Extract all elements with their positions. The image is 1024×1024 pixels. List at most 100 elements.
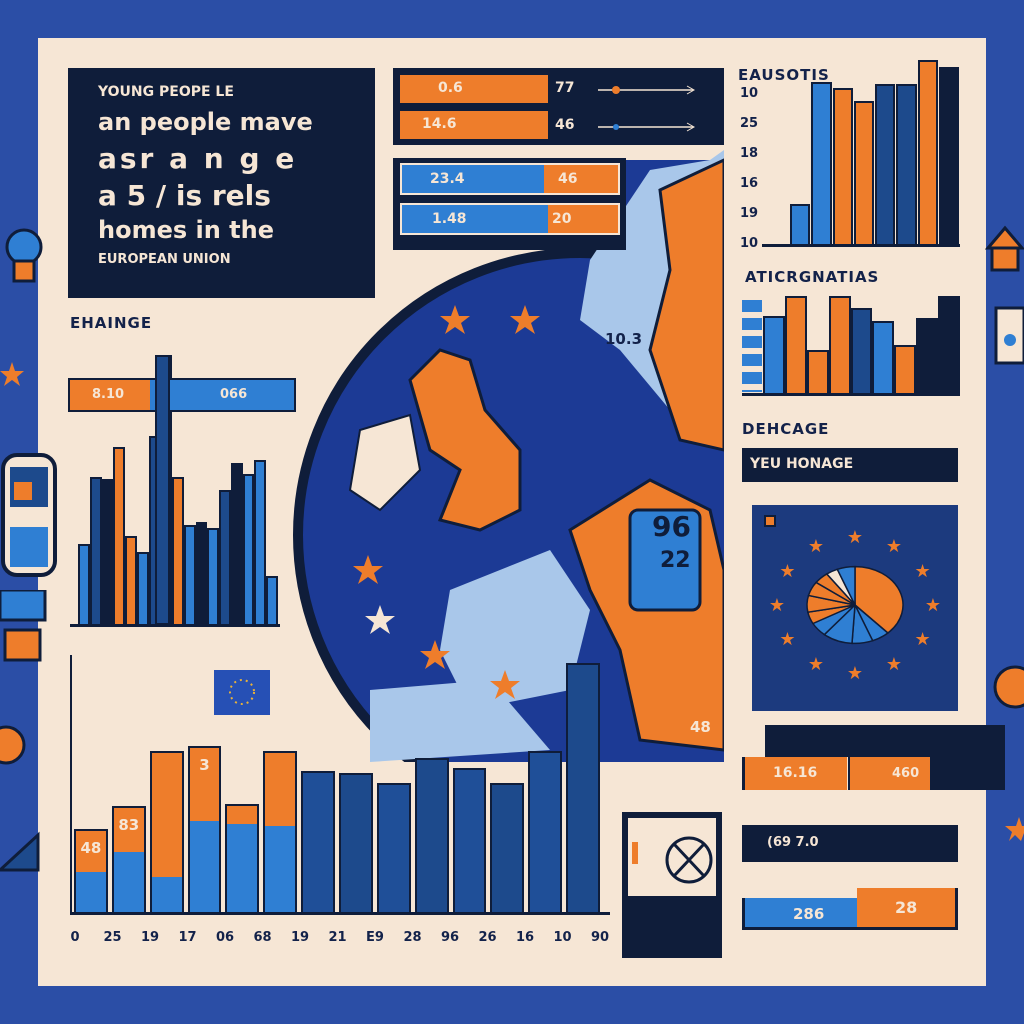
star-icon: ★ — [886, 536, 902, 557]
bottom-chart-x-axis — [70, 912, 610, 915]
x-tick-label: 19 — [290, 930, 310, 945]
bar — [896, 84, 917, 245]
title-line: a 5 / is rels — [98, 179, 271, 212]
bar — [101, 479, 114, 625]
star-icon: ★ — [914, 629, 930, 650]
stacked-bar: 83 — [111, 806, 146, 912]
map-label: 48 — [690, 718, 711, 736]
house-icon — [985, 225, 1024, 272]
right-section-label: DEHCAGE — [742, 420, 830, 438]
bar — [853, 100, 874, 245]
europe-map — [293, 150, 724, 762]
stat-value: 77 — [555, 80, 575, 96]
bar-segment-blue — [76, 871, 106, 912]
star-icon: ★ — [847, 663, 863, 684]
left-chart-pole — [155, 355, 170, 625]
bar — [938, 67, 959, 245]
bar — [875, 84, 896, 245]
x-tick-label: 68 — [253, 930, 272, 945]
bar — [254, 460, 267, 625]
bottom-bar-chart: 48 83 3 — [72, 660, 602, 912]
star-icon: ★ — [925, 595, 941, 616]
star-icon — [0, 362, 24, 386]
bar — [828, 296, 851, 394]
chart2-legend — [742, 300, 762, 392]
x-tick-label: 0 — [70, 930, 80, 945]
bar — [917, 60, 938, 245]
top-stats-box: 0.6 77 14.6 46 — [393, 68, 724, 145]
bar-segment-blue — [227, 823, 258, 912]
left-section-label: EHAINGE — [70, 314, 153, 332]
y-tick-label: 16 — [740, 176, 759, 191]
stacked-bar — [490, 783, 525, 912]
y-tick-label: 18 — [740, 146, 759, 161]
map-label: 96 — [652, 510, 691, 543]
bar — [811, 82, 832, 245]
stat-bar: 14.6 — [400, 111, 548, 139]
pie-slice — [836, 565, 856, 606]
star-icon: ★ — [779, 629, 795, 650]
stacked-bar: 3 — [187, 745, 222, 912]
arrow-icon — [598, 122, 696, 132]
title-line: homes in the — [98, 216, 275, 244]
x-tick-label: 21 — [328, 930, 347, 945]
lightbulb-icon — [5, 228, 43, 283]
banner-right: 066 — [150, 380, 294, 410]
bar-segment-blue — [265, 826, 296, 912]
ballot-box — [622, 812, 722, 958]
stacked-bar — [339, 773, 373, 912]
coin-icon-right — [993, 665, 1024, 709]
star-icon: ★ — [847, 527, 863, 548]
bar — [207, 527, 220, 625]
x-tick-label: 90 — [590, 930, 610, 945]
bar — [242, 473, 255, 625]
pie-slice — [854, 565, 904, 634]
stat-bar-bottom: (69 7.0 — [742, 825, 958, 862]
car-icon — [0, 590, 47, 662]
star-icon: ★ — [779, 561, 795, 582]
star-icon: ★ — [886, 654, 902, 675]
title-line: an people mave — [98, 108, 313, 136]
x-tick-label: 17 — [178, 930, 197, 945]
left-chart-axis — [70, 624, 280, 627]
star-icon: ★ — [769, 595, 785, 616]
stat-end — [930, 757, 1005, 790]
stacked-bar — [528, 750, 563, 912]
stacked-bar — [149, 750, 184, 912]
stacked-bar: 48 — [74, 828, 108, 912]
bar — [89, 476, 102, 625]
chart1-title: EAUSOTIS — [738, 66, 830, 84]
coin-icon — [0, 725, 26, 765]
bar — [806, 349, 829, 394]
pair-blue: 1.48 — [402, 205, 548, 233]
star-icon: ★ — [808, 536, 824, 557]
bottom-chart-ticks: 0 25 19 17 06 68 19 21 E9 28 96 26 16 10 90 — [0, 930, 620, 950]
stat-right: 460 — [848, 757, 930, 790]
bar — [790, 204, 811, 245]
x-tick-label: 10 — [553, 930, 572, 945]
bar — [78, 544, 90, 625]
map-label: 22 — [660, 548, 691, 573]
stacked-bar — [566, 662, 600, 912]
bar — [136, 552, 149, 625]
banner-left: 8.10 — [70, 380, 150, 410]
x-tick-label: 28 — [403, 930, 422, 945]
pair-row: 1.48 20 — [400, 203, 620, 235]
arrow-icon — [598, 85, 696, 95]
star-icon: ★ — [914, 561, 930, 582]
x-tick-label: 06 — [215, 930, 235, 945]
stat-header — [765, 725, 1005, 757]
bar-segment-blue — [189, 821, 220, 912]
map-stars — [353, 305, 540, 699]
bar — [784, 296, 807, 394]
stacked-bar — [452, 768, 487, 912]
pie-box: ★ ★ ★ ★ ★ ★ ★ ★ ★ ★ ★ ★ — [752, 505, 958, 711]
title-line: YOUNG PEOPE LE — [98, 84, 234, 100]
bottom-orange-bar: 28 — [857, 888, 958, 930]
bar — [266, 576, 278, 625]
x-tick-label: 96 — [440, 930, 460, 945]
pair-row: 23.4 46 — [400, 163, 620, 195]
stacked-bar — [376, 783, 411, 912]
bar-label: 3 — [199, 755, 210, 774]
label-bar: YEU HONAGE — [742, 448, 958, 482]
